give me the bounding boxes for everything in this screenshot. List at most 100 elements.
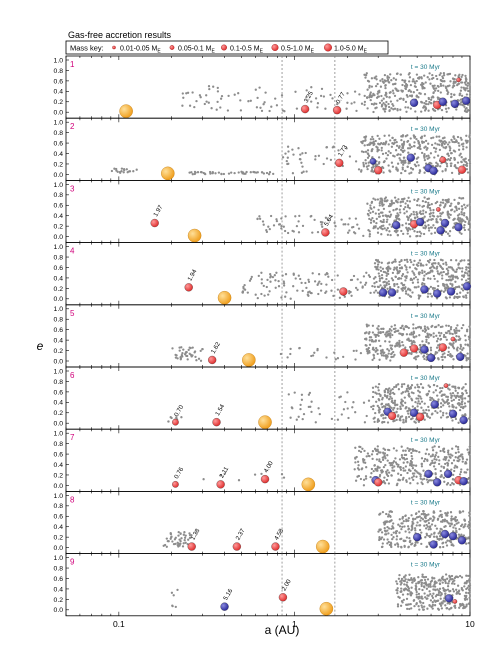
debris-particle — [461, 274, 464, 277]
debris-particle — [398, 525, 402, 528]
y-tick-label: 0.0 — [54, 110, 64, 117]
debris-particle — [422, 409, 425, 412]
debris-particle — [428, 72, 431, 75]
y-tick-label: 0.0 — [54, 234, 64, 241]
debris-particle — [317, 273, 321, 276]
debris-particle — [413, 472, 416, 475]
debris-particle — [165, 537, 168, 540]
debris-particle — [411, 527, 414, 531]
debris-particle — [404, 420, 408, 423]
debris-particle — [422, 601, 425, 605]
planet-marker-red — [232, 542, 242, 551]
debris-particle — [311, 354, 315, 357]
debris-particle — [408, 147, 412, 150]
debris-particle — [435, 535, 438, 538]
debris-particle — [395, 200, 398, 203]
debris-particle — [425, 545, 428, 549]
debris-particle — [450, 95, 453, 98]
debris-particle — [420, 400, 424, 403]
debris-particle — [378, 277, 382, 280]
debris-particle — [456, 402, 460, 405]
debris-particle — [350, 102, 353, 105]
debris-particle — [407, 196, 410, 199]
debris-particle — [460, 401, 463, 404]
debris-particle — [463, 105, 466, 108]
debris-particle — [318, 412, 321, 416]
debris-particle — [424, 211, 428, 214]
debris-particle — [406, 447, 409, 450]
debris-particle — [370, 453, 374, 456]
debris-particle — [372, 469, 375, 473]
debris-particle — [419, 601, 422, 604]
debris-particle — [429, 226, 433, 229]
debris-particle — [364, 159, 367, 162]
debris-particle — [449, 162, 453, 165]
y-tick-label: 0.0 — [54, 172, 64, 179]
debris-particle — [383, 523, 386, 526]
debris-particle — [381, 458, 385, 462]
debris-particle — [442, 600, 445, 603]
debris-particle — [176, 588, 179, 592]
debris-particle — [393, 465, 396, 468]
debris-particle — [406, 338, 409, 341]
debris-particle — [403, 525, 406, 528]
debris-particle — [444, 146, 447, 150]
debris-particle — [385, 220, 388, 224]
debris-particle — [332, 294, 335, 298]
debris-particle — [420, 582, 423, 586]
debris-particle — [430, 579, 434, 583]
debris-particle — [261, 220, 265, 223]
debris-particle — [427, 390, 431, 393]
debris-particle — [266, 278, 269, 282]
debris-particle — [304, 281, 307, 285]
debris-particle — [301, 289, 304, 293]
debris-particle — [379, 330, 382, 334]
debris-particle — [437, 608, 441, 611]
debris-particle — [461, 197, 465, 200]
debris-particle — [464, 339, 467, 342]
debris-particle — [277, 223, 281, 226]
debris-particle — [410, 171, 413, 174]
panel-time: t = 30 Myr — [411, 499, 441, 506]
panel-stack: 0.00.20.40.60.81.03.25 0.771 t = 30 Myr0.0… — [54, 55, 472, 617]
debris-particle — [458, 527, 461, 531]
debris-particle — [397, 478, 400, 482]
debris-particle — [458, 574, 462, 578]
debris-particle — [375, 280, 378, 284]
planet-marker-red — [443, 383, 449, 388]
debris-particle — [394, 543, 397, 546]
debris-particle — [122, 171, 125, 174]
debris-particle — [380, 211, 383, 214]
debris-particle — [421, 85, 424, 88]
debris-particle — [239, 99, 242, 102]
debris-particle — [442, 589, 445, 592]
debris-particle — [280, 473, 284, 476]
debris-particle — [310, 400, 313, 403]
debris-particle — [441, 277, 444, 280]
planet-marker-red — [208, 355, 217, 365]
debris-particle — [412, 91, 415, 94]
debris-particle — [456, 135, 460, 139]
debris-particle — [301, 165, 304, 168]
debris-particle — [370, 148, 374, 152]
debris-particle — [462, 163, 465, 167]
debris-particle — [171, 604, 174, 607]
debris-particle — [348, 217, 351, 220]
debris-particle — [376, 291, 380, 294]
debris-particle — [419, 579, 422, 582]
debris-particle — [376, 82, 379, 86]
y-tick-label: 0.2 — [54, 286, 64, 293]
debris-particle — [467, 228, 470, 231]
debris-particle — [468, 162, 472, 165]
debris-particle — [442, 404, 445, 407]
debris-particle — [428, 203, 431, 207]
debris-particle — [426, 219, 429, 223]
debris-particle — [414, 584, 417, 587]
debris-particle — [468, 203, 471, 206]
debris-particle — [454, 280, 457, 283]
debris-particle — [407, 89, 410, 93]
debris-particle — [458, 408, 462, 412]
debris-particle — [452, 526, 455, 529]
planet-marker-blue — [462, 282, 472, 291]
debris-particle — [384, 80, 387, 83]
